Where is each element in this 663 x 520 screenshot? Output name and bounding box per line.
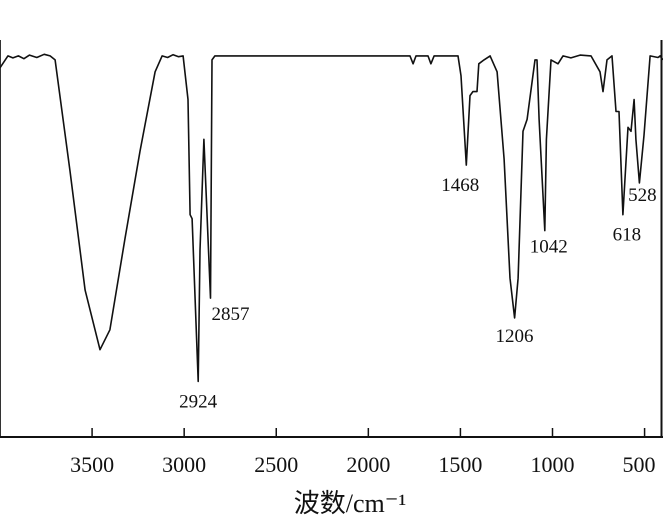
peak-label-528: 528 (628, 185, 657, 206)
peak-label-2924: 2924 (179, 391, 218, 412)
peak-label-1468: 1468 (441, 175, 479, 196)
x-tick-label: 1000 (531, 452, 575, 477)
x-tick-label: 3000 (162, 452, 206, 477)
x-tick-label: 3500 (70, 452, 114, 477)
peak-label-2857: 2857 (212, 304, 250, 325)
x-tick-label: 500 (623, 452, 656, 477)
peak-label-618: 618 (613, 225, 642, 246)
x-axis-label: 波数/cm⁻¹ (294, 489, 407, 518)
x-tick-label: 2500 (254, 452, 298, 477)
peak-label-1042: 1042 (530, 237, 568, 258)
x-tick-label: 2000 (346, 452, 390, 477)
peak-label-1206: 1206 (496, 326, 534, 347)
spectrum-line (0, 53, 663, 383)
x-tick-label: 1500 (438, 452, 482, 477)
